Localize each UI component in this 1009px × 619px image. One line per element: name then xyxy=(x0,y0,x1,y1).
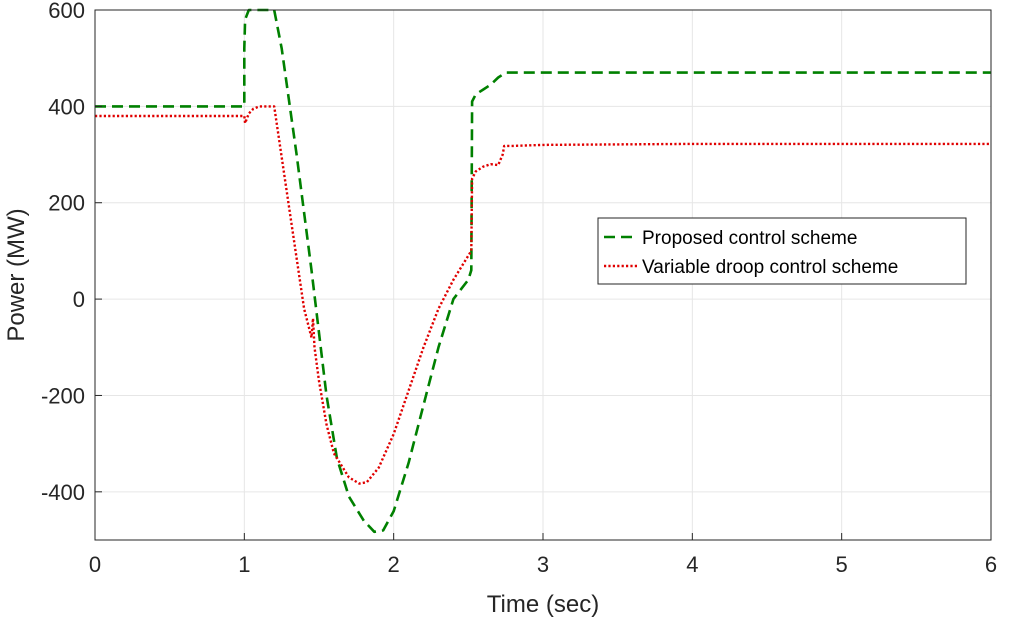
y-tick-label: 400 xyxy=(48,94,85,119)
y-tick-label: -200 xyxy=(41,383,85,408)
x-tick-label: 1 xyxy=(238,552,250,577)
legend-box xyxy=(597,217,967,285)
x-tick-label: 0 xyxy=(89,552,101,577)
x-axis-label: Time (sec) xyxy=(487,591,599,618)
y-tick-label: 600 xyxy=(48,0,85,23)
tick-labels: 0 1 2 3 4 5 6 -400 -200 0 200 400 600 xyxy=(41,0,997,577)
legend-label-variable-droop: Variable droop control scheme xyxy=(642,257,898,278)
legend: Proposed control scheme Variable droop c… xyxy=(597,217,967,285)
legend-label-proposed: Proposed control scheme xyxy=(642,228,857,249)
x-tick-label: 5 xyxy=(836,552,848,577)
x-tick-label: 3 xyxy=(537,552,549,577)
y-tick-label: -400 xyxy=(41,480,85,505)
x-tick-label: 4 xyxy=(686,552,698,577)
y-tick-label: 200 xyxy=(48,191,85,216)
y-tick-label: 0 xyxy=(73,287,85,312)
x-tick-label: 2 xyxy=(388,552,400,577)
x-tick-label: 6 xyxy=(985,552,997,577)
series-line-variable-droop xyxy=(95,105,991,485)
y-axis-label: Power (MW) xyxy=(3,208,30,341)
